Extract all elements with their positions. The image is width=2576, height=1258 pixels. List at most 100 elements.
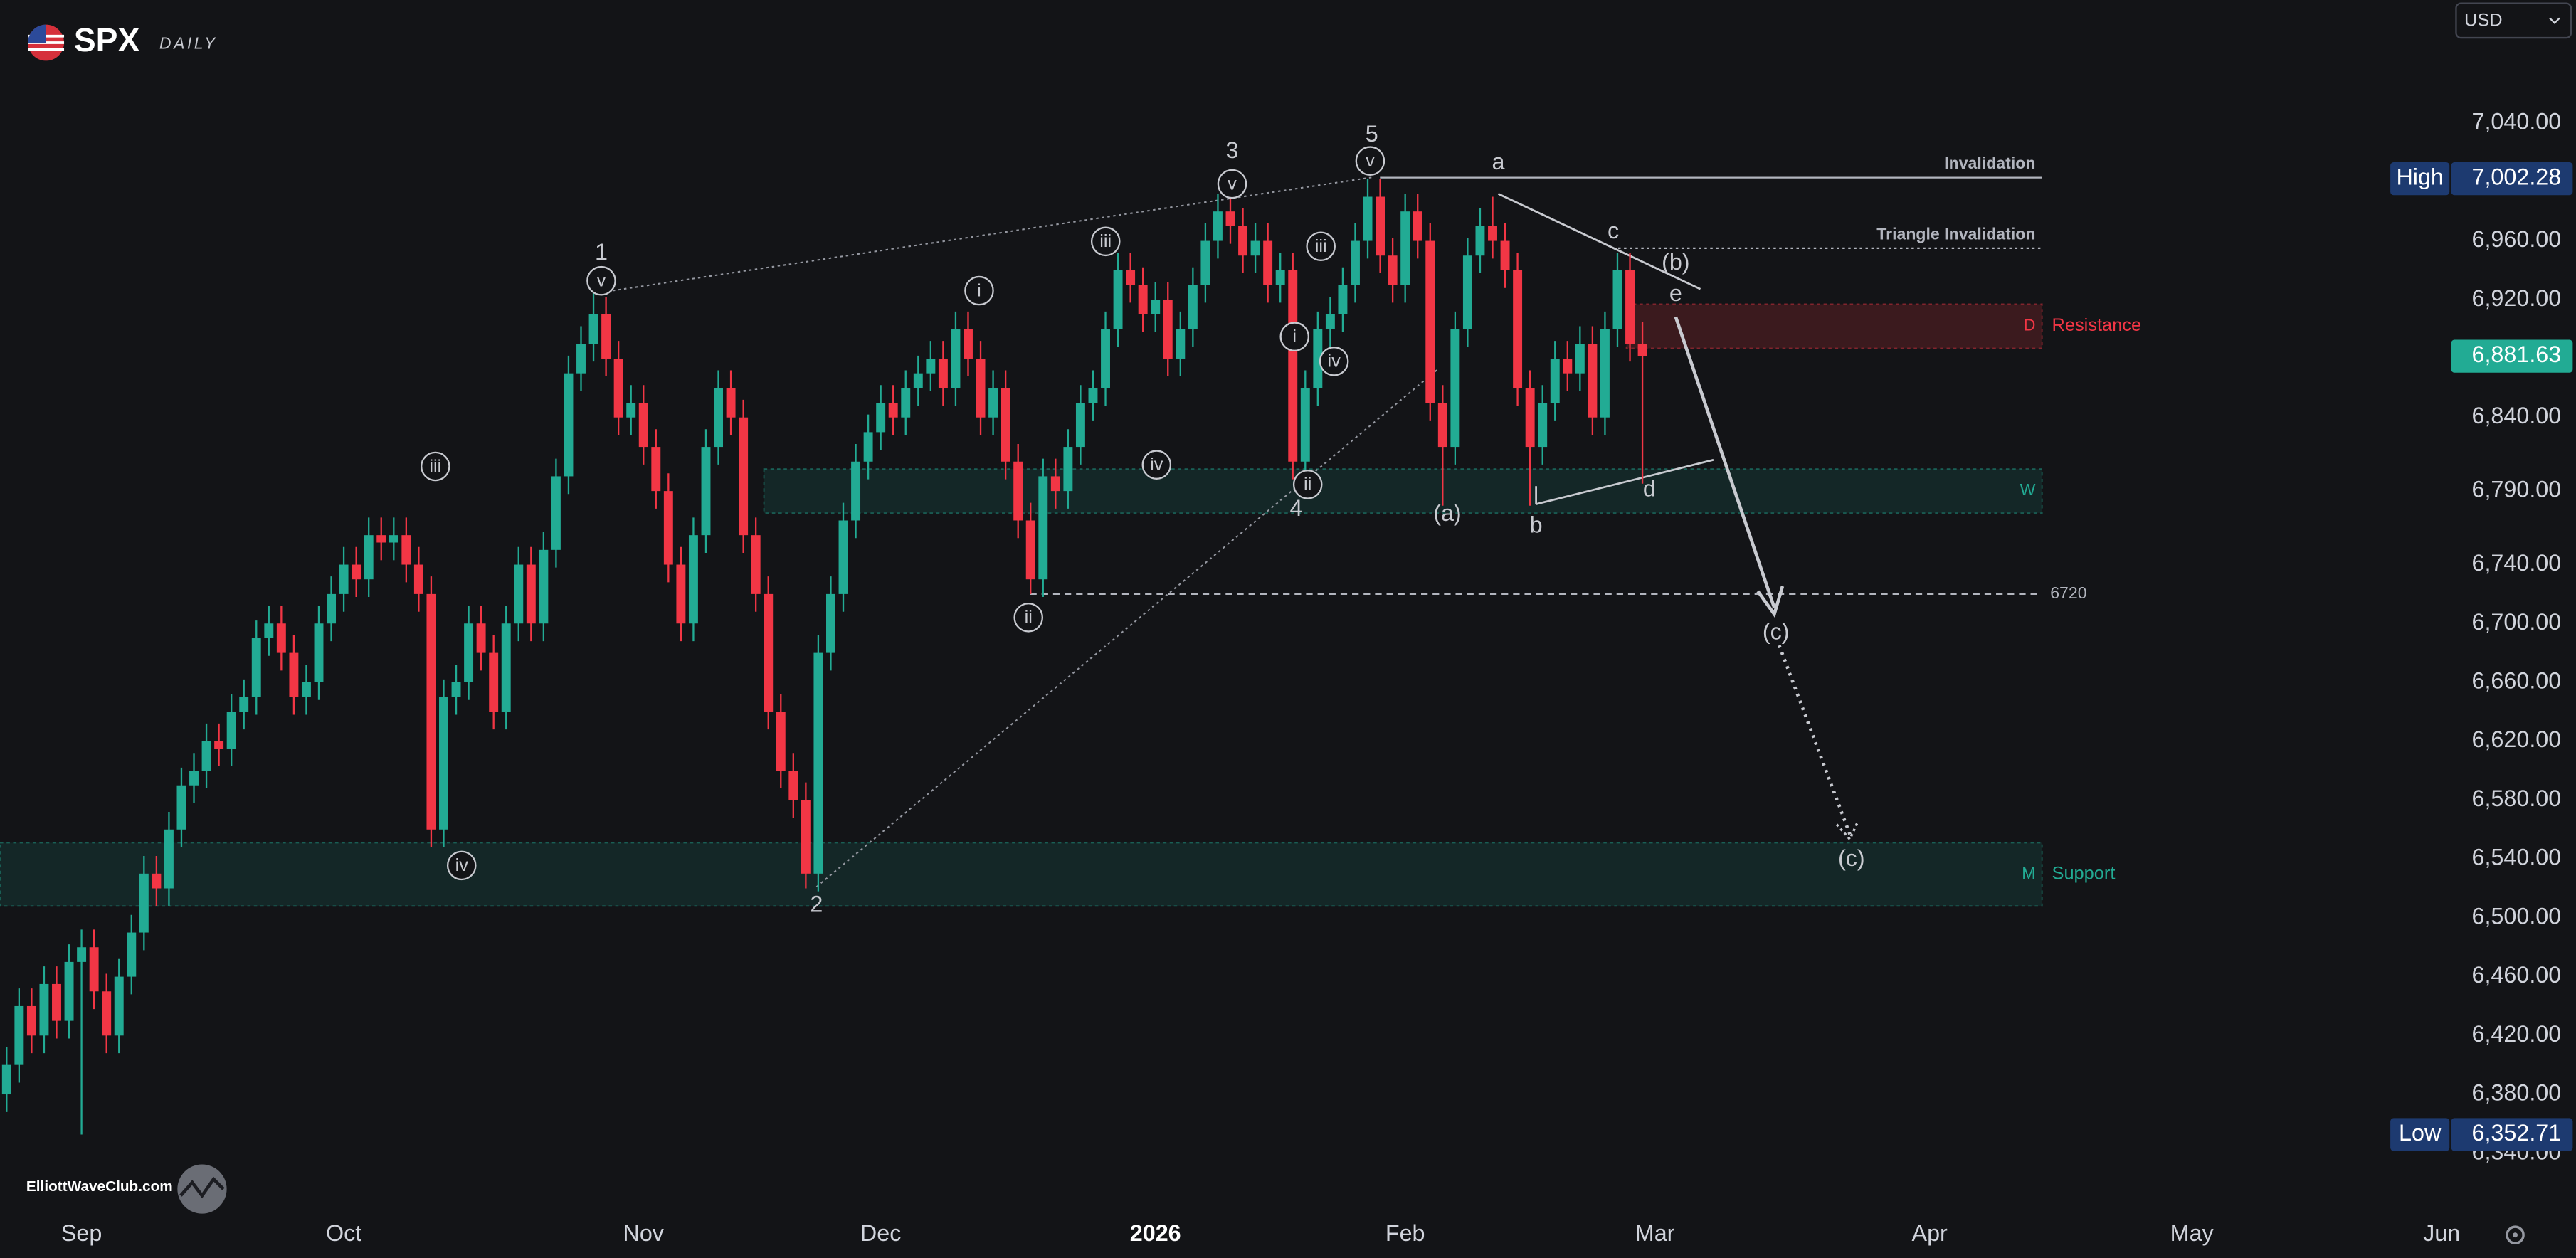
candle-body [788,771,798,800]
price-badge-name-bg [2390,1118,2450,1151]
price-badge [2451,162,2573,196]
y-tick-label: 6,740.00 [2471,550,2561,576]
candle-body [1151,300,1161,314]
candle-body [539,549,549,624]
candle-body [764,593,774,712]
candle-body [813,652,823,874]
wave-label: (b) [1662,249,1689,275]
candle-body [514,564,524,624]
candle-body [938,358,948,388]
logo-canton [28,24,46,43]
candle-body [52,983,61,1021]
wave-circle [964,275,994,306]
wave-circle [421,451,450,482]
candle-body [988,388,998,418]
candle-body [964,329,973,359]
candle-body [127,932,137,977]
candle-body [327,593,337,624]
wave-label: (c) [1763,618,1790,644]
candle-body [389,535,398,543]
zone-label: Support [2052,864,2116,884]
candle-body [1462,255,1472,329]
currency-label[interactable]: USD [2464,11,2503,31]
wave-label: (a) [1433,500,1461,526]
zones: D Resistance W M Support Invalidation Triangle… [0,154,2141,907]
y-tick-label: 6,920.00 [2471,285,2561,311]
wave-label: iv [455,855,469,875]
candle-body [14,1005,24,1065]
settings-icon[interactable] [2506,1225,2525,1244]
candle-body [214,741,224,749]
zone [0,842,2043,907]
wave-circle [1013,603,1044,633]
currency-select[interactable] [2455,2,2572,39]
price-badge-name: Low [2399,1120,2442,1146]
candle-body [1275,270,1285,285]
candle-body [776,712,786,771]
wave-label: iii [1315,236,1327,256]
candle-body [1525,388,1535,448]
wave-label: 1 [595,239,608,265]
candle-body [676,564,686,624]
candle-body [926,358,936,374]
candle-body [1513,270,1523,388]
candle-body [863,432,873,462]
candle-body [176,785,186,830]
candle-body [1600,329,1610,418]
candle-body [1288,270,1298,462]
candle-body [601,314,611,359]
x-tick-label: May [2170,1220,2215,1246]
zone-tag: D [2024,316,2036,334]
candle-body [851,461,861,521]
wave-circle [1279,322,1310,352]
watermark-logo-wave [179,1176,225,1199]
candle-body [751,535,761,594]
candle-body [1163,300,1173,359]
candle-body [1325,314,1335,329]
watermark: ElliottWaveClub.com [26,1178,173,1195]
wave-label: a [1492,149,1505,174]
zone-tag: M [2022,864,2035,882]
wave-circle [446,850,477,881]
y-tick-label: 6,960.00 [2471,226,2561,252]
candle-body [1550,358,1560,403]
candle-body [164,829,174,889]
candle-body [276,623,286,653]
candle-body [1351,240,1360,285]
candle-body [289,652,299,697]
candle-body [489,652,499,712]
candle-body [526,564,536,624]
candle-body [976,358,986,418]
wave-circle [1217,169,1247,199]
gear-center[interactable] [2513,1232,2518,1238]
candle-body [501,623,511,712]
candle-body [1338,285,1348,314]
x-tick-label: Apr [1912,1220,1948,1246]
wave-label: iv [1150,455,1163,475]
candle-body [651,447,661,492]
projection-arrow [1674,316,1776,608]
x-tick-label: Feb [1385,1220,1425,1246]
candles [1,179,1647,1135]
candle-body [1538,403,1548,448]
candle-body [426,593,436,830]
wave-label: (c) [1838,845,1865,871]
candle-body [551,476,561,550]
wave-label: d [1643,475,1656,501]
candle-body [376,535,386,543]
candle-body [1,1064,11,1095]
gear[interactable] [2506,1225,2525,1244]
dropdown-caret[interactable] [2549,17,2560,24]
wave-circle [1090,226,1121,257]
candle-body [626,403,636,418]
candle-body [1138,285,1148,314]
candle-body [1188,285,1198,329]
price-badge [2451,339,2573,373]
candle-body [726,388,736,418]
candle-body [1250,240,1260,256]
y-tick-label: 6,420.00 [2471,1021,2561,1047]
x-tick-label: Jun [2423,1220,2460,1246]
logo [28,24,65,61]
